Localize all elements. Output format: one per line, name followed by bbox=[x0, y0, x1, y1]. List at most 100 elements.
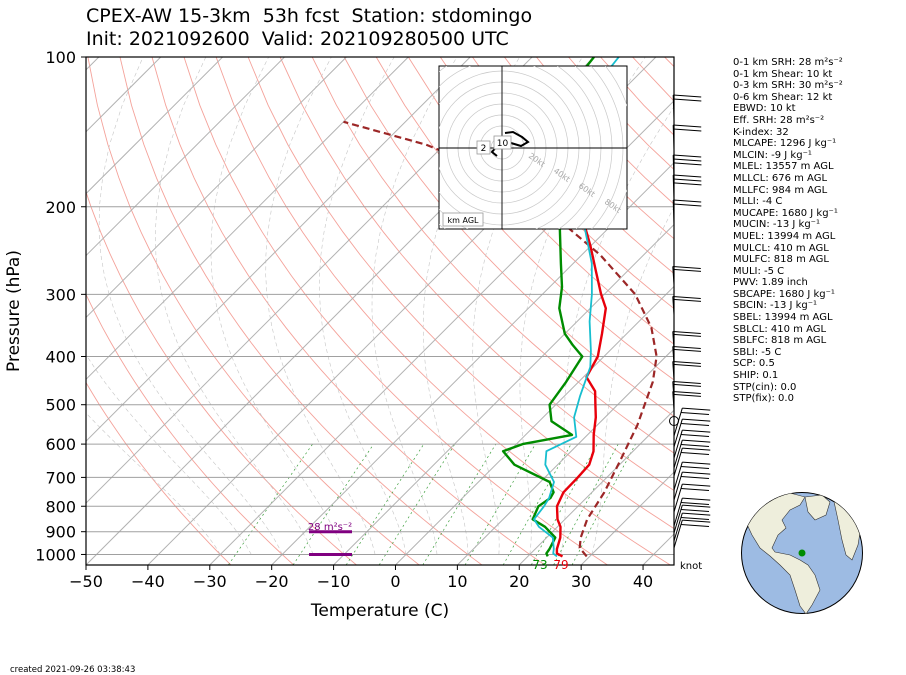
y-tick-label: 800 bbox=[45, 497, 76, 516]
index-line: SBEL: 13994 m AGL bbox=[733, 312, 833, 324]
wind-barb bbox=[672, 380, 702, 401]
moist-adiabat bbox=[371, 57, 458, 555]
y-tick-label: 1000 bbox=[35, 545, 76, 564]
isotherm bbox=[86, 57, 223, 195]
index-line: SBLI: -5 C bbox=[733, 346, 782, 358]
isotherm bbox=[86, 57, 285, 257]
moist-adiabat bbox=[86, 353, 252, 555]
x-tick-label: 10 bbox=[447, 572, 467, 591]
index-line: 0-6 km Shear: 12 kt bbox=[733, 91, 833, 103]
index-line: SCP: 0.5 bbox=[733, 358, 775, 370]
index-line: MUCAPE: 1680 J kg⁻¹ bbox=[733, 207, 838, 219]
index-line: MUCIN: -13 J kg⁻¹ bbox=[733, 219, 820, 231]
y-axis-label: Pressure (hPa) bbox=[4, 250, 24, 372]
wind-barb bbox=[673, 519, 711, 549]
index-line: K-index: 32 bbox=[733, 126, 789, 138]
x-tick-label: 30 bbox=[571, 572, 591, 591]
isotherm bbox=[86, 57, 409, 381]
index-line: MLCIN: -9 J kg⁻¹ bbox=[733, 149, 812, 161]
y-tick-label: 600 bbox=[45, 435, 76, 454]
wind-barb bbox=[673, 439, 711, 469]
wind-barb bbox=[672, 390, 702, 411]
index-line: MULI: -5 C bbox=[733, 265, 785, 277]
moist-adiabat bbox=[319, 57, 407, 555]
index-line: SBCAPE: 1680 J kg⁻¹ bbox=[733, 288, 835, 300]
x-tick-label: −20 bbox=[255, 572, 289, 591]
y-tick-label: 900 bbox=[45, 523, 76, 542]
wind-barb bbox=[673, 483, 711, 513]
wind-barb bbox=[673, 512, 711, 542]
hodograph-badge bbox=[493, 135, 512, 150]
dry-adiabat bbox=[311, 57, 674, 454]
y-tick-label: 200 bbox=[45, 198, 76, 217]
americas-land bbox=[744, 492, 821, 614]
moist-adiabat bbox=[86, 412, 221, 555]
dry-adiabat bbox=[86, 381, 232, 565]
isotherm bbox=[333, 223, 674, 565]
dry-adiabat bbox=[472, 57, 674, 275]
index-line: 0-3 km SRH: 30 m²s⁻² bbox=[733, 80, 843, 92]
y-tick-label: 100 bbox=[45, 48, 76, 67]
y-tick-label: 400 bbox=[45, 348, 76, 367]
wind-barb bbox=[672, 295, 702, 316]
wind-barb bbox=[672, 124, 702, 151]
wind-barb bbox=[673, 447, 711, 477]
x-tick-label: −40 bbox=[131, 572, 165, 591]
index-line: MUEL: 13994 m AGL bbox=[733, 230, 836, 242]
hodograph-badge bbox=[476, 140, 491, 155]
skewt-grid bbox=[86, 57, 674, 565]
wind-barb bbox=[672, 154, 702, 181]
surface-dewpoint-label: 73 bbox=[532, 558, 547, 572]
hodograph-badge-label: 2 bbox=[481, 144, 487, 154]
index-line: Eff. SRH: 28 m²s⁻² bbox=[733, 114, 825, 126]
isotherm bbox=[271, 161, 674, 565]
mixing-ratio-line bbox=[378, 443, 456, 565]
y-tick-label: 300 bbox=[45, 285, 76, 304]
dry-adiabat bbox=[375, 57, 674, 381]
hodograph-frame bbox=[438, 65, 628, 230]
index-line: MLLCL: 676 m AGL bbox=[733, 172, 828, 184]
x-tick-label: −10 bbox=[317, 572, 351, 591]
isotherm bbox=[86, 57, 162, 133]
index-line: MLLFC: 984 m AGL bbox=[733, 184, 828, 196]
location-globe bbox=[741, 492, 863, 614]
dry-adiabat bbox=[119, 57, 483, 565]
index-line: SBLFC: 818 m AGL bbox=[733, 335, 827, 347]
hodograph-footer-box bbox=[442, 212, 484, 227]
profile-line-0 bbox=[535, 157, 607, 558]
hodograph-footer-label: km AGL bbox=[448, 216, 480, 225]
dry-adiabat bbox=[151, 57, 546, 565]
moist-adiabat bbox=[519, 57, 646, 555]
wind-barb bbox=[672, 174, 702, 201]
x-axis-label: Temperature (C) bbox=[310, 601, 449, 621]
x-tick-label: 40 bbox=[633, 572, 653, 591]
created-timestamp: created 2021-09-26 03:38:43 bbox=[10, 665, 136, 675]
wind-barb bbox=[672, 94, 702, 121]
wind-unit-label: knot bbox=[680, 561, 702, 572]
moist-adiabat bbox=[265, 57, 376, 555]
moist-adiabat bbox=[210, 57, 345, 555]
index-line: STP(fix): 0.0 bbox=[733, 393, 794, 405]
wind-barb bbox=[672, 199, 702, 226]
calm-wind-circle bbox=[669, 416, 679, 426]
dry-adiabat bbox=[87, 57, 420, 565]
axes: −50 −40 −30 −20 −10 0 10 20 30 40 1000 900 800 700 600… bbox=[4, 48, 702, 621]
index-line: STP(cin): 0.0 bbox=[733, 381, 797, 393]
mixing-ratio-line bbox=[292, 443, 374, 565]
y-tick-label: 500 bbox=[45, 396, 76, 415]
moist-adiabat bbox=[472, 57, 583, 555]
srh-bar-label: 28 m²s⁻² bbox=[308, 522, 352, 533]
wind-barb bbox=[672, 360, 702, 381]
index-line: MULFC: 818 m AGL bbox=[733, 254, 829, 266]
isotherm bbox=[457, 347, 674, 565]
index-line: EBWD: 10 kt bbox=[733, 103, 796, 115]
index-line: SBLCL: 410 m AGL bbox=[733, 323, 827, 335]
index-line: PWV: 1.89 inch bbox=[733, 277, 808, 289]
indices-panel: 0-1 km SRH: 28 m²s⁻² 0-1 km Shear: 10 kt 0… bbox=[733, 57, 843, 405]
index-line: SHIP: 0.1 bbox=[733, 370, 779, 382]
wind-barb bbox=[673, 429, 711, 459]
hodograph-badge-label: 10 bbox=[497, 139, 509, 149]
wind-barbs bbox=[669, 94, 711, 549]
